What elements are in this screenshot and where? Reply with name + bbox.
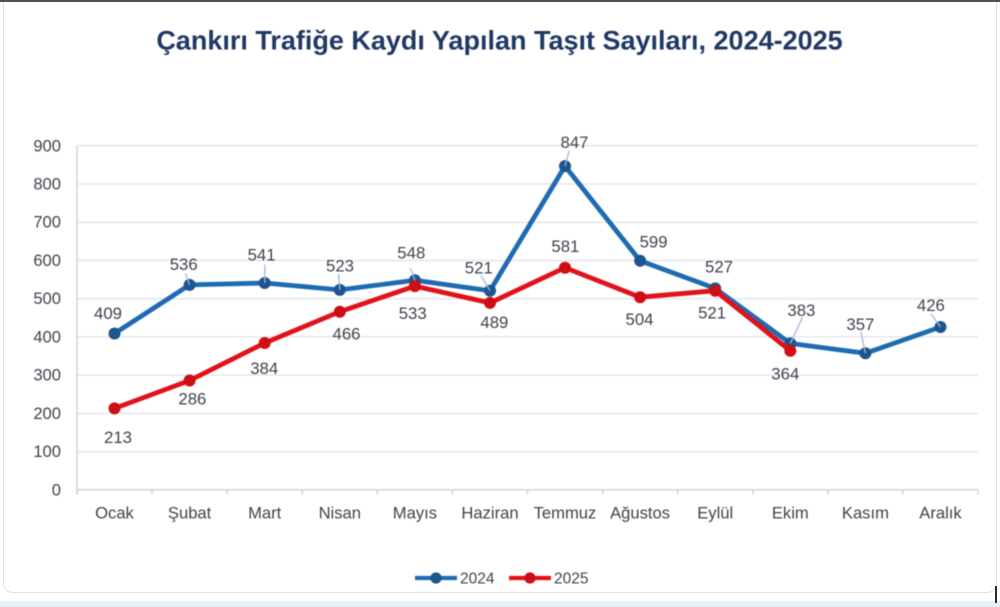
svg-text:548: 548 [397, 244, 425, 263]
svg-text:466: 466 [333, 325, 361, 344]
svg-text:600: 600 [33, 251, 61, 270]
svg-text:Aralık: Aralık [919, 504, 962, 523]
svg-text:Şubat: Şubat [168, 504, 212, 523]
svg-text:700: 700 [33, 213, 61, 232]
svg-text:383: 383 [787, 301, 815, 320]
svg-text:100: 100 [33, 442, 61, 461]
svg-text:521: 521 [698, 304, 726, 323]
svg-text:Mart: Mart [248, 504, 282, 523]
svg-text:Ocak: Ocak [95, 504, 134, 523]
svg-text:527: 527 [705, 258, 733, 277]
svg-text:900: 900 [33, 136, 61, 155]
svg-text:533: 533 [399, 304, 427, 323]
svg-text:Ekim: Ekim [772, 504, 809, 523]
svg-text:521: 521 [465, 259, 493, 278]
svg-text:2025: 2025 [554, 571, 588, 588]
svg-text:Eylül: Eylül [697, 504, 733, 523]
svg-text:847: 847 [561, 133, 589, 152]
svg-text:357: 357 [846, 315, 874, 334]
svg-text:541: 541 [248, 246, 276, 265]
svg-text:286: 286 [178, 390, 206, 409]
svg-text:536: 536 [170, 255, 198, 274]
svg-text:409: 409 [94, 304, 122, 323]
svg-text:364: 364 [771, 365, 799, 384]
svg-text:2024: 2024 [460, 571, 495, 588]
svg-text:0: 0 [52, 480, 61, 499]
svg-text:Mayıs: Mayıs [393, 504, 437, 523]
svg-text:504: 504 [626, 310, 654, 329]
svg-text:489: 489 [480, 313, 508, 332]
svg-text:500: 500 [33, 289, 61, 308]
svg-text:599: 599 [640, 233, 668, 252]
svg-text:Çankırı Trafiğe Kaydı Yapılan: Çankırı Trafiğe Kaydı Yapılan Taşıt Sayı… [156, 25, 842, 55]
svg-text:Ağustos: Ağustos [610, 504, 670, 523]
svg-text:Kasım: Kasım [842, 504, 889, 523]
svg-text:581: 581 [551, 237, 579, 256]
svg-text:Temmuz: Temmuz [534, 504, 597, 523]
svg-text:Nisan: Nisan [319, 504, 361, 523]
svg-text:384: 384 [250, 359, 278, 378]
svg-text:400: 400 [33, 327, 61, 346]
svg-text:200: 200 [33, 404, 61, 423]
svg-text:213: 213 [104, 428, 132, 447]
svg-text:426: 426 [917, 296, 945, 315]
svg-text:Haziran: Haziran [461, 504, 518, 523]
svg-text:800: 800 [33, 175, 61, 194]
svg-text:523: 523 [326, 257, 354, 276]
svg-text:300: 300 [33, 366, 61, 385]
